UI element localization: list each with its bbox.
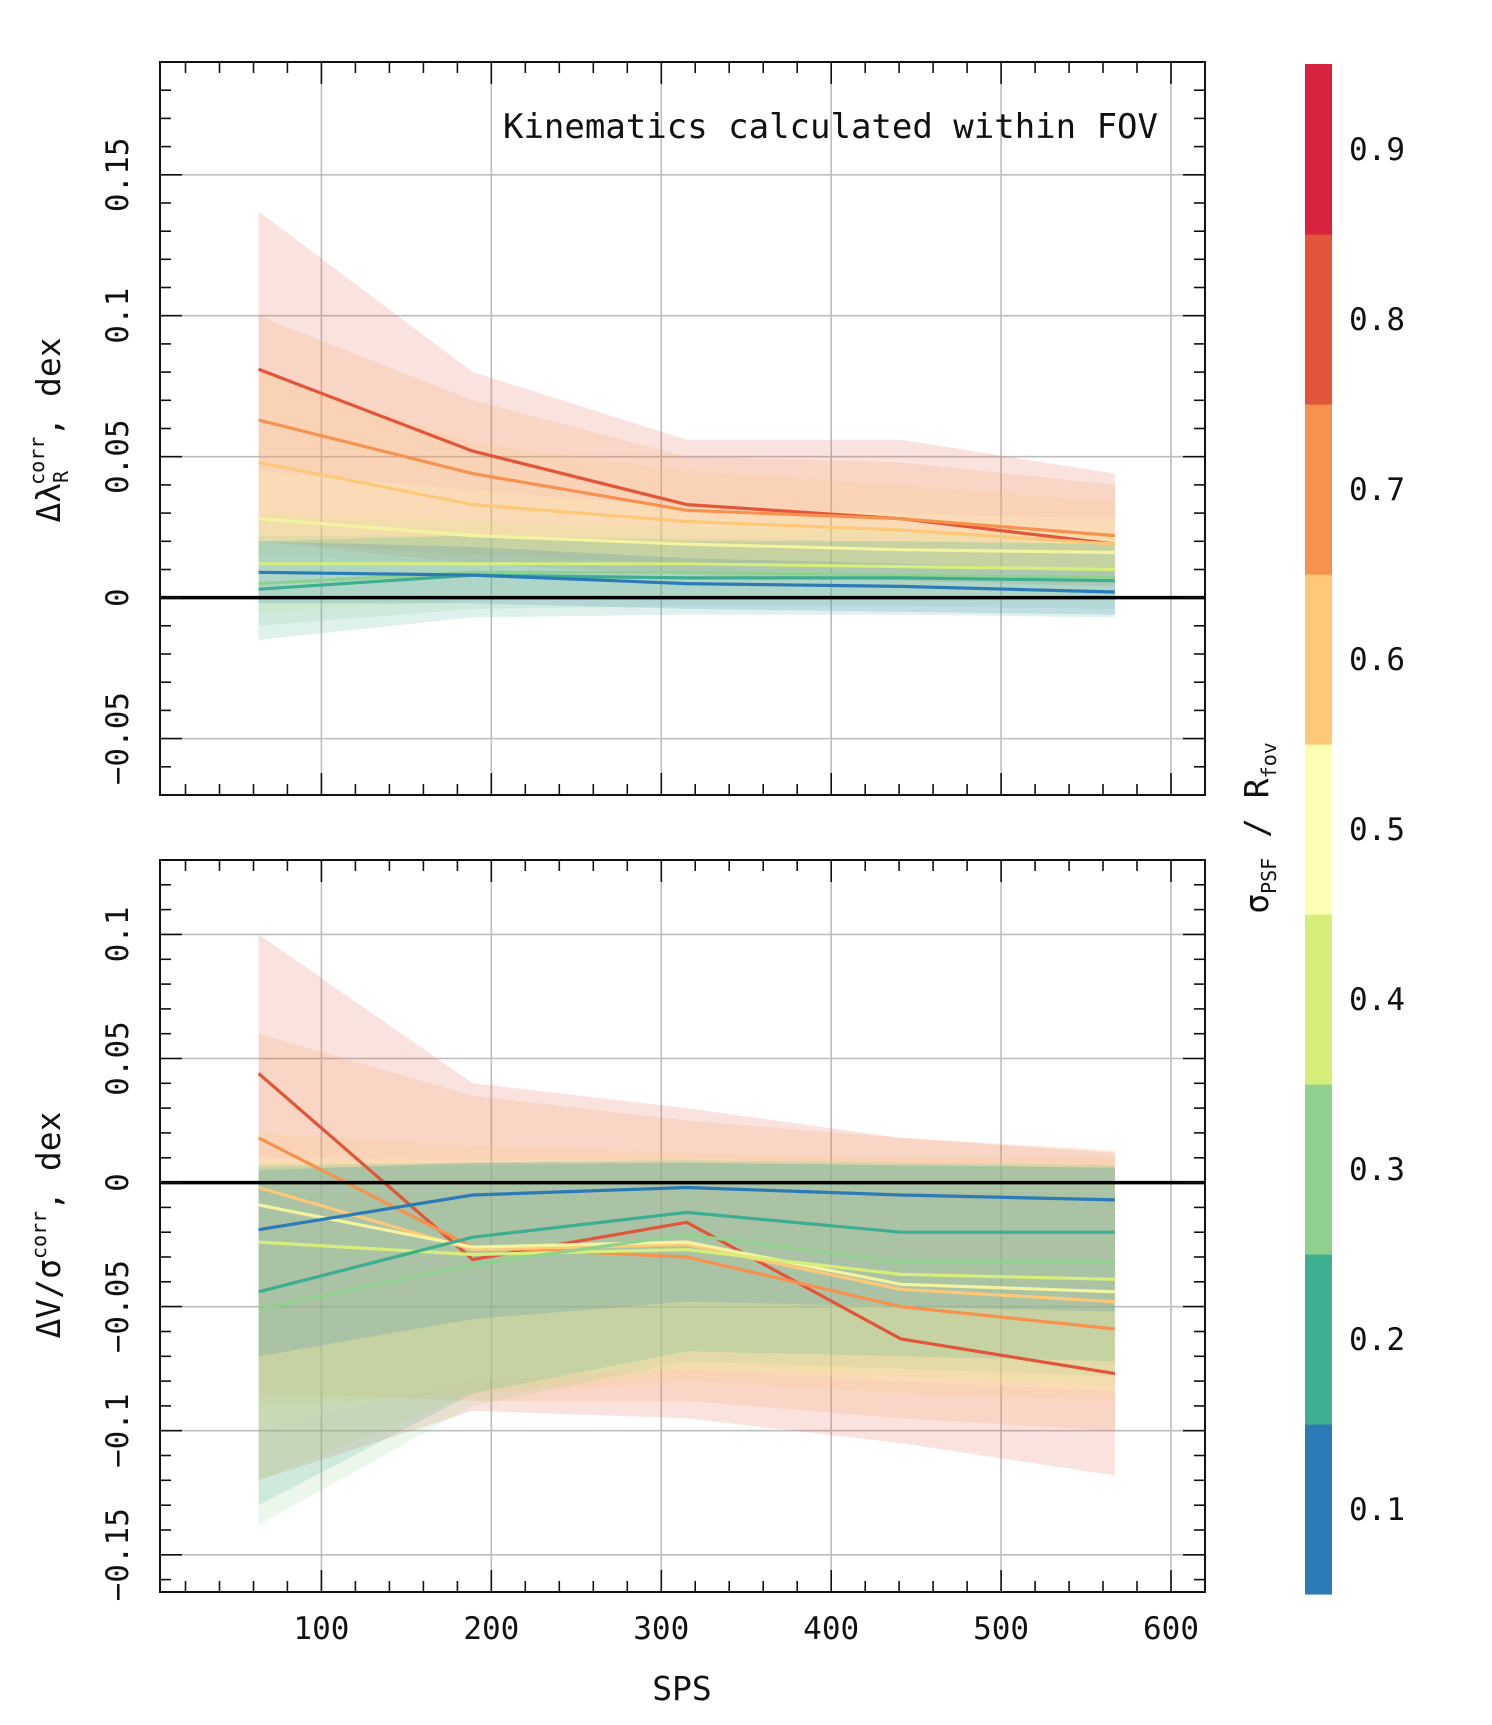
bottom-x-tick-labels: 100 200 300 400 500 600 <box>293 1611 1199 1647</box>
bot-ytick-label-5: 0.1 <box>100 906 136 962</box>
colorbar-tick-label-2: 0.3 <box>1349 1152 1405 1188</box>
top-ytick-label-2: 0.05 <box>100 419 136 494</box>
bottom-y-axis-label: ΔV/σcorr, dex <box>27 1112 68 1339</box>
colorbar-tick-label-8: 0.9 <box>1349 132 1405 168</box>
bot-band-sigma-0.4 <box>258 1160 1115 1481</box>
colorbar-segment-0.6 <box>1305 574 1332 745</box>
colorbar-segment-0.4 <box>1305 914 1332 1085</box>
bottom-frame <box>159 859 1206 1593</box>
top-band-sigma-0.8 <box>258 211 1115 587</box>
top-ylabel-sub: R <box>49 470 73 483</box>
bot-ytick-label-2: −0.05 <box>100 1260 136 1353</box>
top-y-tick-labels: −0.05 0 0.05 0.1 0.15 <box>100 137 136 785</box>
x-tick-label-4: 500 <box>973 1611 1029 1647</box>
colorbar-tick-label-4: 0.5 <box>1349 812 1405 848</box>
x-tick-label-3: 400 <box>803 1611 859 1647</box>
top-y-axis-label: ΔλRcorr, dex <box>25 337 73 522</box>
bot-ytick-label-1: −0.1 <box>100 1393 136 1468</box>
bottom-ylabel-tail: , dex <box>29 1112 68 1211</box>
colorbar-label-mid: / R <box>1237 778 1276 858</box>
top-line-sigma-0.3 <box>258 570 1115 586</box>
bot-ytick-label-0: −0.15 <box>100 1508 136 1601</box>
bot-band-sigma-0.8 <box>258 934 1115 1481</box>
bot-line-sigma-0.6 <box>258 1185 1115 1304</box>
bottom-y-tick-labels: −0.15 −0.1 −0.05 0 0.05 0.1 <box>100 906 136 1601</box>
colorbar-segment-0.5 <box>1305 744 1332 915</box>
bot-line-sigma-0.7 <box>257 1136 1116 1331</box>
top-ytick-label-1: 0 <box>100 588 136 607</box>
top-line-sigma-0.4 <box>258 562 1115 572</box>
bot-band-sigma-0.7 <box>258 1033 1115 1431</box>
top-confidence-bands <box>258 211 1115 640</box>
top-line-sigma-0.2 <box>258 573 1115 591</box>
colorbar-segment-0.8 <box>1305 234 1332 405</box>
top-line-sigma-0.6 <box>258 460 1116 546</box>
x-tick-label-2: 300 <box>633 1611 689 1647</box>
colorbar-segment-0.9 <box>1305 64 1332 235</box>
colorbar-tick-label-6: 0.7 <box>1349 472 1405 508</box>
colorbar-segment-0.7 <box>1305 404 1332 575</box>
colorbar-tick-labels: 0.1 0.2 0.3 0.4 0.5 0.6 0.7 0.8 0.9 <box>1349 132 1405 1528</box>
top-frame <box>159 61 1206 796</box>
bot-band-sigma-0.1 <box>258 1162 1115 1357</box>
top-band-sigma-0.3 <box>258 535 1115 626</box>
x-tick-label-5: 600 <box>1143 1611 1199 1647</box>
colorbar-tick-label-1: 0.2 <box>1349 1322 1405 1358</box>
colorbar-label: σPSF / Rfov <box>1237 742 1281 914</box>
bottom-ylabel-sup: corr <box>27 1211 51 1259</box>
colorbar-label-main: σ <box>1237 894 1276 914</box>
bot-band-sigma-0.5 <box>258 1157 1115 1431</box>
top-series-lines <box>258 367 1116 594</box>
top-band-sigma-0.2 <box>258 535 1115 640</box>
colorbar-segment-0.1 <box>1305 1424 1332 1595</box>
top-band-sigma-0.6 <box>258 372 1115 576</box>
top-ytick-label-4: 0.15 <box>100 137 136 212</box>
bottom-tick-marks <box>160 859 1206 1592</box>
top-panel: −0.05 0 0.05 0.1 0.15 Kinematics calculated … <box>25 61 1206 796</box>
top-ytick-label-3: 0.1 <box>100 288 136 344</box>
top-line-sigma-0.7 <box>258 418 1116 538</box>
colorbar: 0.1 0.2 0.3 0.4 0.5 0.6 0.7 0.8 0.9 σPSF / Rfov <box>1237 64 1405 1595</box>
top-ytick-label-0: −0.05 <box>100 692 136 785</box>
top-ylabel-sup: corr <box>25 437 49 485</box>
bot-line-sigma-0.5 <box>258 1203 1115 1294</box>
x-tick-label-0: 100 <box>293 1611 349 1647</box>
bottom-series-lines <box>257 1072 1116 1376</box>
top-line-sigma-0.1 <box>258 570 1115 594</box>
colorbar-tick-label-7: 0.8 <box>1349 302 1405 338</box>
colorbar-segments <box>1305 64 1332 1595</box>
x-tick-label-1: 200 <box>463 1611 519 1647</box>
bottom-ylabel-main: ΔV/σ <box>29 1259 68 1338</box>
top-annotation: Kinematics calculated within FOV <box>503 107 1158 147</box>
top-band-sigma-0.5 <box>258 470 1115 584</box>
bot-ytick-label-3: 0 <box>100 1173 136 1192</box>
bot-line-sigma-0.8 <box>257 1072 1116 1376</box>
colorbar-segment-0.3 <box>1305 1084 1332 1255</box>
top-tick-marks <box>160 61 1206 796</box>
bottom-panel: −0.15 −0.1 −0.05 0 0.05 0.1 100 200 300 400 500 60… <box>27 859 1206 1708</box>
top-ylabel-main: Δλ <box>29 483 68 523</box>
top-line-sigma-0.5 <box>258 517 1115 555</box>
bot-line-sigma-0.4 <box>258 1240 1115 1281</box>
bottom-grid <box>160 860 1205 1592</box>
colorbar-tick-label-3: 0.4 <box>1349 982 1405 1018</box>
bot-ytick-label-4: 0.05 <box>100 1021 136 1096</box>
top-grid <box>160 62 1205 795</box>
top-ylabel-tail: , dex <box>29 337 68 436</box>
colorbar-tick-label-5: 0.6 <box>1349 642 1405 678</box>
top-line-sigma-0.8 <box>258 367 1116 546</box>
x-axis-label: SPS <box>652 1669 712 1708</box>
colorbar-segment-0.2 <box>1305 1254 1332 1425</box>
colorbar-tick-label-0: 0.1 <box>1349 1492 1405 1528</box>
bot-line-sigma-0.3 <box>258 1233 1115 1311</box>
bot-line-sigma-0.2 <box>258 1210 1115 1294</box>
bot-line-sigma-0.1 <box>258 1185 1115 1232</box>
colorbar-label-sub1: PSF <box>1257 858 1281 894</box>
colorbar-label-sub2: fov <box>1257 742 1281 778</box>
